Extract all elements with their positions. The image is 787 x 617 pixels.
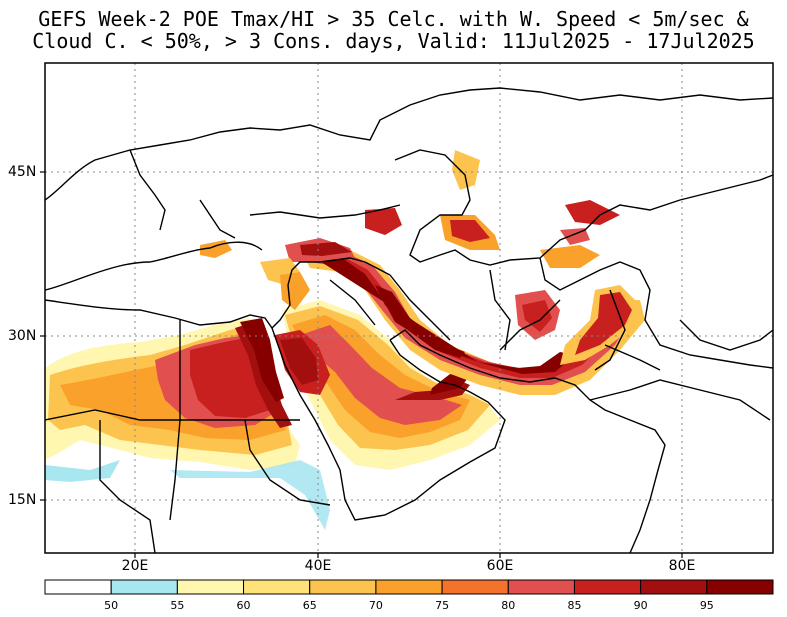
colorbar-tick-label: 75 [435,599,450,612]
colorbar-tick-label: 65 [302,599,317,612]
lat-label-30n: 30N [8,328,37,344]
country-borders [45,87,773,553]
lon-label-20e: 20E [121,558,149,574]
colorbar-swatch [110,579,178,595]
colorbar-tick-label: 80 [501,599,516,612]
colorbar-tick-label: 85 [567,599,582,612]
colorbar-tick-label: 60 [236,599,251,612]
probability-shading [45,150,645,530]
colorbar-swatch [176,579,245,595]
colorbar-swatch [573,579,642,595]
colorbar-swatch [243,579,311,595]
colorbar-swatch [441,579,509,595]
map-title-line-2: Cloud C. < 50%, > 3 Cons. days, Valid: 1… [32,29,755,53]
graticule [45,63,773,553]
lat-label-15n: 15N [8,492,37,508]
colorbar-swatch [640,579,708,595]
colorbar [44,579,774,595]
colorbar-swatch [507,579,575,595]
map-title-line-1: GEFS Week-2 POE Tmax/HI > 35 Celc. with … [38,7,749,31]
lon-label-60e: 60E [486,558,514,574]
colorbar-swatch [375,579,443,595]
colorbar-swatch [309,579,377,595]
colorbar-tick-label: 50 [104,599,119,612]
lat-label-45n: 45N [8,164,37,180]
colorbar-swatch [706,579,774,595]
colorbar-tick-label: 90 [633,599,648,612]
colorbar-tick-label: 70 [368,599,383,612]
colorbar-swatch [44,579,112,595]
lon-label-80e: 80E [668,558,696,574]
lon-label-40e: 40E [304,558,332,574]
colorbar-tick-label: 55 [170,599,185,612]
plot-frame [44,62,774,554]
colorbar-tick-label: 95 [699,599,714,612]
